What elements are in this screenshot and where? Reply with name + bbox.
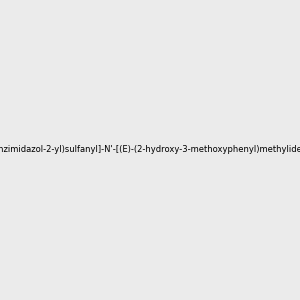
Text: 2-[(1-benzyl-1H-benzimidazol-2-yl)sulfanyl]-N'-[(E)-(2-hydroxy-3-methoxyphenyl)m: 2-[(1-benzyl-1H-benzimidazol-2-yl)sulfan… (0, 146, 300, 154)
